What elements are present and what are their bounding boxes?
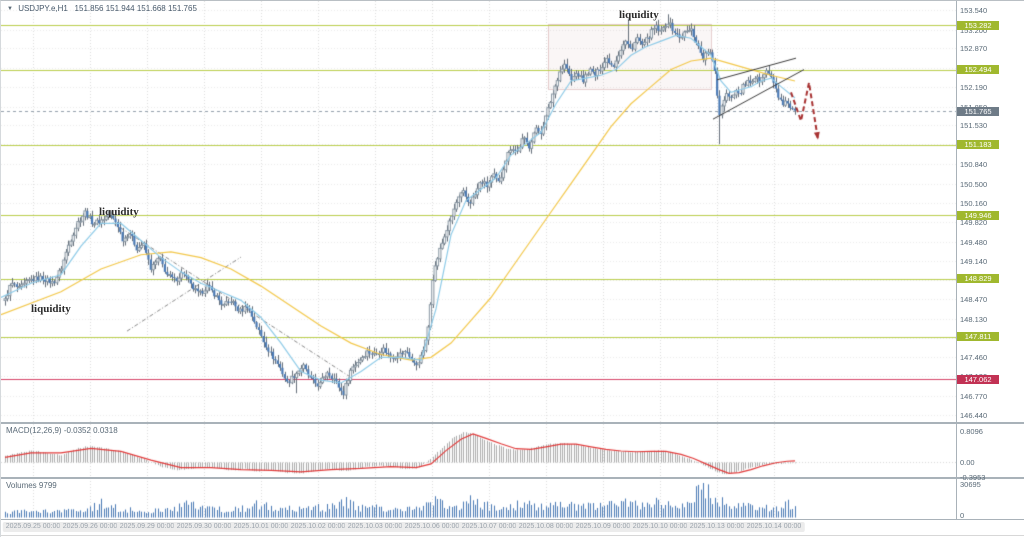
time-axis-tick[interactable]: 2025.10.06 00:00 [401, 522, 463, 532]
macd-indicator-label: MACD(12,26,9) -0.0352 0.0318 [6, 426, 118, 435]
price-axis-tick: 151.530 [960, 120, 988, 130]
price-axis-tick: 149.480 [960, 237, 988, 247]
price-chart-canvas[interactable] [1, 1, 956, 537]
chart-title: ▼ USDJPY.e,H1 151.856 151.944 151.668 15… [7, 4, 197, 13]
time-axis-border [1, 519, 1024, 520]
volume-axis-tick: 30695 [960, 480, 981, 489]
price-axis-tick: 149.820 [960, 218, 988, 228]
current-price-label: 151.765 [957, 106, 999, 116]
time-axis-tick[interactable]: 2025.10.14 00:00 [743, 522, 805, 532]
liquidity-annotation[interactable]: liquidity [619, 9, 659, 21]
price-axis-tick: 148.130 [960, 314, 988, 324]
price-axis-tick: 150.840 [960, 160, 988, 170]
price-axis-border [956, 1, 957, 520]
price-axis-tick: 146.440 [960, 410, 988, 420]
time-axis-bottom-border [1, 535, 1024, 536]
price-axis-tick: 153.540 [960, 6, 988, 16]
price-axis-tick: 149.140 [960, 257, 988, 267]
time-axis-tick[interactable]: 2025.10.01 00:00 [230, 522, 292, 532]
level-price-label[interactable]: 147.811 [957, 332, 999, 342]
level-price-label[interactable]: 148.829 [957, 274, 999, 284]
price-axis-tick: 153.200 [960, 25, 988, 35]
price-axis-tick: 150.160 [960, 198, 988, 208]
price-axis-tick: 152.870 [960, 44, 988, 54]
time-axis-tick[interactable]: 2025.09.25 00:00 [2, 522, 64, 532]
price-axis-tick: 152.190 [960, 83, 988, 93]
time-axis-tick[interactable]: 2025.10.08 00:00 [515, 522, 577, 532]
volume-axis-tick: 0 [960, 511, 965, 520]
level-price-label[interactable]: 153.282 [957, 20, 999, 30]
price-axis-tick: 147.460 [960, 352, 988, 362]
time-axis-tick[interactable]: 2025.10.03 00:00 [344, 522, 406, 532]
macd-axis-tick: 0.00 [960, 458, 975, 467]
liquidity-annotation[interactable]: liquidity [99, 206, 139, 218]
time-axis-tick[interactable]: 2025.10.07 00:00 [458, 522, 520, 532]
time-axis-tick[interactable]: 2025.10.10 00:00 [629, 522, 691, 532]
time-axis-tick[interactable]: 2025.10.13 00:00 [686, 522, 748, 532]
macd-axis-tick: -0.3953 [960, 473, 986, 483]
time-axis-tick[interactable]: 2025.09.26 00:00 [59, 522, 121, 532]
time-axis-tick[interactable]: 2025.10.02 00:00 [287, 522, 349, 532]
chart-symbol-period: USDJPY.e,H1 [18, 4, 68, 13]
macd-axis-tick: 0.8096 [960, 427, 983, 437]
level-price-label[interactable]: 152.494 [957, 65, 999, 75]
chart-dropdown-icon[interactable]: ▼ [7, 6, 13, 12]
time-axis-tick[interactable]: 2025.09.29 00:00 [116, 522, 178, 532]
panel-separator-macd[interactable] [1, 422, 1024, 424]
level-price-label[interactable]: 147.062 [957, 374, 999, 384]
chart-ohlc-values: 151.856 151.944 151.668 151.765 [74, 4, 197, 13]
level-price-label[interactable]: 151.183 [957, 140, 999, 150]
time-axis-tick[interactable]: 2025.10.09 00:00 [572, 522, 634, 532]
price-axis-tick: 148.470 [960, 295, 988, 305]
price-axis-tick: 150.500 [960, 179, 988, 189]
time-axis-tick[interactable]: 2025.09.30 00:00 [173, 522, 235, 532]
liquidity-annotation[interactable]: liquidity [31, 303, 71, 315]
panel-separator-volumes[interactable] [1, 477, 1024, 479]
volumes-indicator-label: Volumes 9799 [6, 481, 57, 490]
level-price-label[interactable]: 149.946 [957, 210, 999, 220]
price-axis-tick: 146.770 [960, 392, 988, 402]
